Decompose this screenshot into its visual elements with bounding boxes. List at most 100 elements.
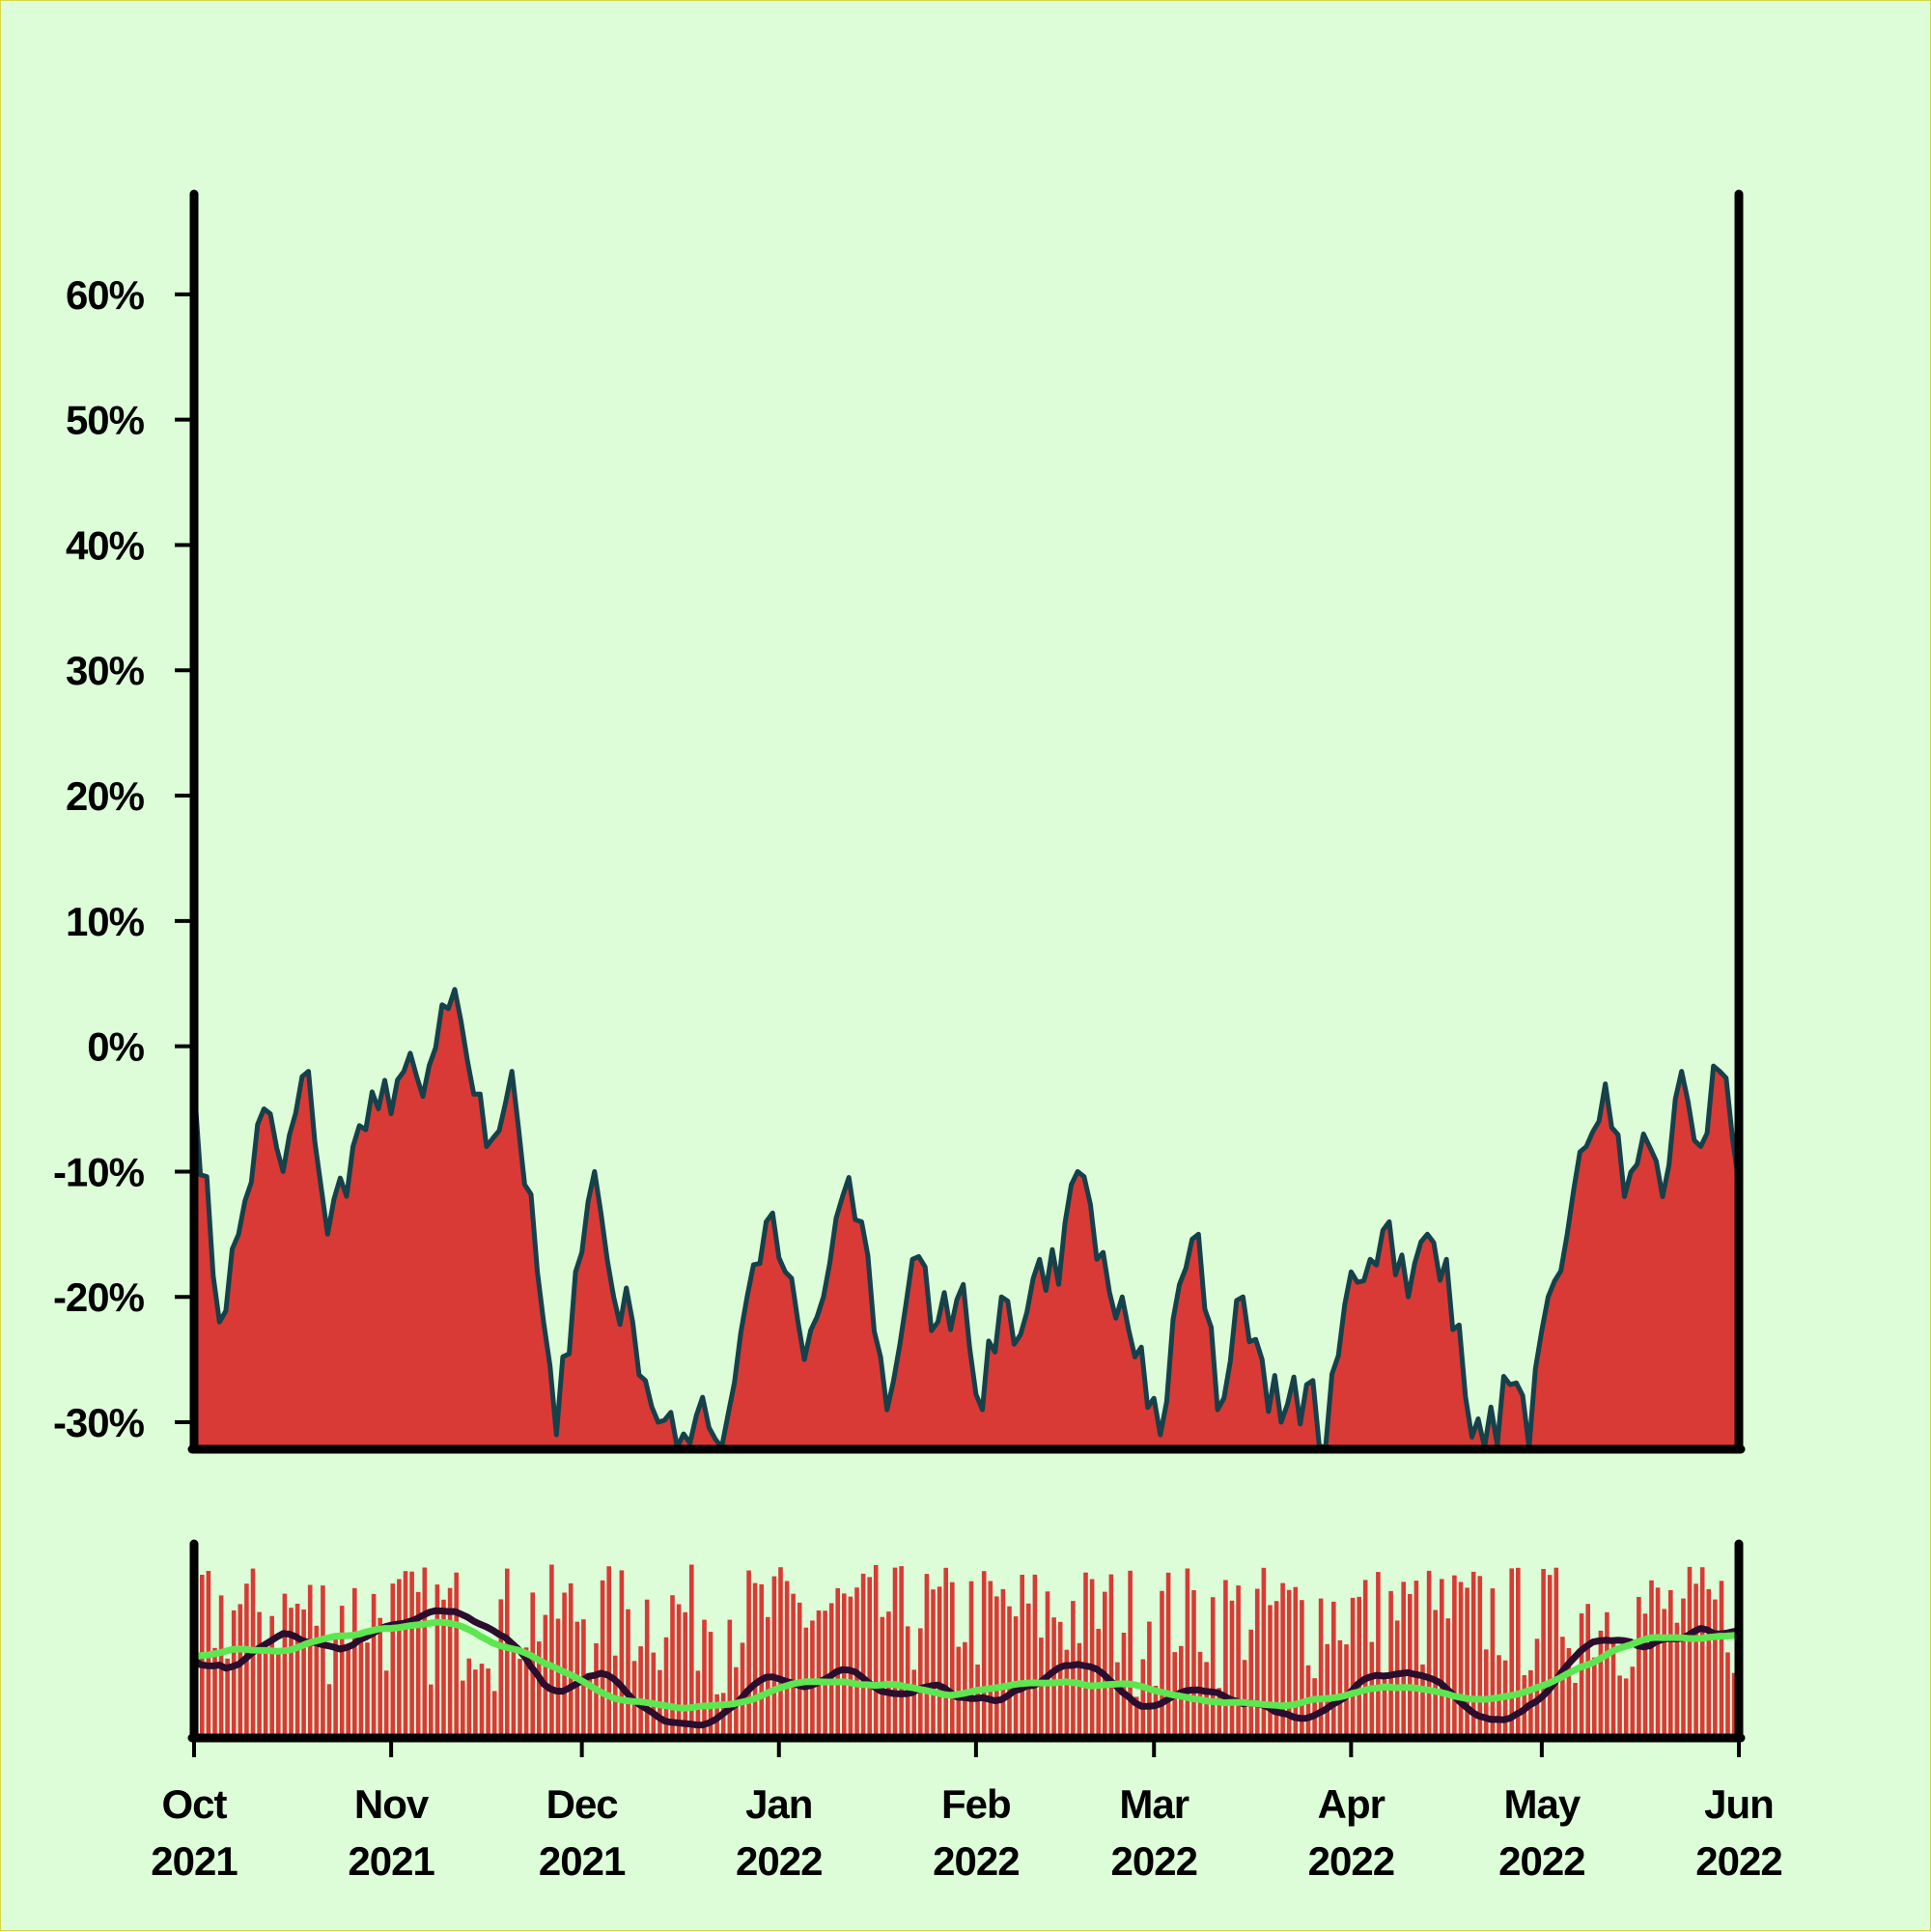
x-tick-label-year: 2022	[933, 1838, 1019, 1884]
volume-bar	[1592, 1657, 1597, 1738]
volume-bar	[937, 1586, 942, 1738]
price-area-layer	[194, 989, 1739, 1447]
volume-bar	[867, 1577, 872, 1738]
volume-bar	[1642, 1613, 1648, 1738]
volume-bar	[1623, 1678, 1629, 1738]
volume-bar	[880, 1616, 885, 1738]
volume-bar	[1229, 1600, 1235, 1738]
volume-bar	[1388, 1590, 1393, 1738]
y-axis: 60% 50% 40% 30% 20% 10% 0% -10% -20% -30%	[53, 272, 194, 1445]
volume-bar	[1140, 1659, 1146, 1738]
volume-bar	[269, 1615, 274, 1738]
volume-bar	[562, 1592, 567, 1738]
price-area	[194, 989, 1739, 1447]
volume-bar	[1413, 1581, 1419, 1738]
volume-bar	[429, 1684, 434, 1738]
volume-bar	[663, 1637, 669, 1738]
volume-bar	[314, 1625, 320, 1738]
x-tick-label-year: 2022	[1498, 1838, 1584, 1884]
volume-bar	[626, 1609, 630, 1738]
volume-bar	[670, 1595, 675, 1738]
volume-bar	[276, 1653, 281, 1738]
volume-bar	[981, 1571, 987, 1738]
price-line	[191, 987, 1742, 1450]
volume-bar	[1300, 1600, 1304, 1738]
volume-bar	[1637, 1597, 1641, 1738]
volume-bar	[924, 1574, 930, 1738]
volume-bar	[491, 1691, 497, 1738]
volume-bar	[365, 1642, 370, 1738]
volume-bar	[1484, 1649, 1489, 1738]
volume-bar	[1477, 1576, 1483, 1738]
volume-bar	[899, 1566, 904, 1738]
moving-average-long-line	[193, 1618, 1740, 1712]
volume-bar	[1725, 1652, 1730, 1738]
volume-bar	[1706, 1588, 1712, 1738]
volume-bar	[473, 1669, 478, 1738]
volume-bar	[638, 1646, 643, 1738]
volume-bar	[1185, 1568, 1190, 1738]
volume-bar	[1210, 1597, 1216, 1738]
volume-bar	[1566, 1648, 1572, 1738]
volume-bar	[1273, 1601, 1279, 1738]
volume-bar	[1470, 1571, 1476, 1738]
y-tick-label: 30%	[66, 648, 145, 693]
volume-bar	[212, 1647, 217, 1738]
volume-bar	[1610, 1643, 1616, 1738]
volume-bar	[797, 1602, 802, 1738]
x-tick-label-month: Oct	[161, 1781, 227, 1827]
volume-bar	[1649, 1580, 1654, 1738]
volume-bar	[1020, 1575, 1024, 1738]
volume-bar	[1579, 1613, 1584, 1738]
x-tick-label-month: Nov	[354, 1781, 430, 1827]
volume-bar	[1362, 1580, 1368, 1738]
volume-bar	[835, 1587, 840, 1738]
volume-bar	[1394, 1620, 1400, 1738]
volume-bar	[505, 1568, 510, 1738]
volume-panel-frame	[187, 1539, 1746, 1743]
volume-bar	[886, 1611, 891, 1738]
volume-bar	[683, 1611, 687, 1738]
volume-bar	[301, 1609, 306, 1738]
volume-bar	[1236, 1585, 1241, 1738]
volume-panel	[187, 1539, 1746, 1743]
volume-bar	[1401, 1582, 1406, 1738]
volume-bar	[1490, 1588, 1496, 1738]
volume-bar	[1382, 1676, 1387, 1738]
volume-bar	[918, 1628, 923, 1738]
y-tick-label: 0%	[87, 1024, 144, 1070]
volume-bar	[1268, 1605, 1273, 1738]
volume-bar	[1547, 1575, 1553, 1738]
volume-bar	[461, 1680, 465, 1738]
volume-bar	[1681, 1598, 1686, 1738]
volume-bar	[1662, 1609, 1666, 1738]
volume-bar	[1197, 1651, 1203, 1738]
volume-bar	[1458, 1582, 1464, 1738]
volume-bar	[1318, 1598, 1324, 1738]
price-panel-frame	[187, 189, 1746, 1454]
volume-bar	[1165, 1572, 1171, 1738]
volume-bar	[1687, 1566, 1693, 1738]
volume-bar	[1013, 1616, 1019, 1738]
y-tick-label: 10%	[66, 899, 145, 944]
volume-bar	[378, 1617, 382, 1738]
y-tick-label: 50%	[66, 398, 145, 443]
volume-bar	[994, 1596, 999, 1738]
volume-bar	[511, 1649, 517, 1738]
y-tick-label: 20%	[66, 773, 145, 819]
volume-bar	[409, 1571, 414, 1738]
volume-bar	[873, 1565, 879, 1738]
volume-bar	[466, 1658, 472, 1738]
volume-bar	[479, 1664, 485, 1738]
volume-bar	[454, 1572, 459, 1738]
volume-bar	[549, 1564, 554, 1738]
volume-bar	[1160, 1590, 1164, 1738]
x-tick-label-month: Feb	[941, 1781, 1011, 1827]
volume-bar	[892, 1567, 898, 1738]
volume-bar	[1331, 1601, 1336, 1738]
volume-bar	[1153, 1686, 1159, 1738]
volume-bar	[1668, 1589, 1673, 1738]
volume-bar	[307, 1584, 313, 1738]
volume-bar	[1376, 1572, 1381, 1738]
